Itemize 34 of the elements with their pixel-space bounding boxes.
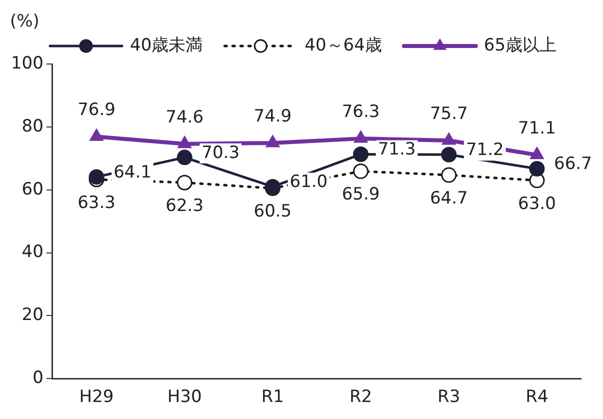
data-label: 71.1 bbox=[518, 118, 556, 138]
x-tick-label: R1 bbox=[261, 387, 284, 408]
data-label: 63.0 bbox=[518, 194, 556, 214]
data-label: 64.1 bbox=[114, 162, 152, 182]
y-tick-label: 0 bbox=[32, 368, 44, 388]
data-label: 76.9 bbox=[78, 100, 116, 120]
x-tick-label: R4 bbox=[526, 387, 548, 408]
x-tick-label: H30 bbox=[167, 387, 202, 408]
data-label: 61.0 bbox=[290, 172, 328, 192]
y-tick-label: 80 bbox=[22, 116, 44, 136]
x-tick-label: R3 bbox=[438, 387, 460, 408]
data-label: 71.3 bbox=[378, 140, 416, 160]
data-label: 74.9 bbox=[254, 106, 292, 126]
data-label: 76.3 bbox=[342, 102, 380, 122]
data-label: 65.9 bbox=[342, 184, 380, 205]
y-tick-label: 20 bbox=[22, 305, 44, 326]
data-label: 75.7 bbox=[430, 104, 468, 124]
data-label: 74.6 bbox=[166, 107, 204, 128]
data-label: 70.3 bbox=[202, 142, 240, 163]
legend-label: 40歳未満 bbox=[130, 35, 203, 56]
y-tick-label: 40 bbox=[22, 242, 44, 262]
data-label: 64.7 bbox=[430, 188, 468, 208]
legend-label: 65歳以上 bbox=[484, 35, 557, 56]
legend-label: 40～64歳 bbox=[304, 35, 382, 56]
data-label: 62.3 bbox=[166, 196, 204, 216]
y-axis-title: (%) bbox=[10, 11, 40, 32]
x-tick-label: H29 bbox=[79, 387, 114, 408]
y-tick-label: 60 bbox=[22, 179, 44, 200]
x-tick-label: R2 bbox=[349, 387, 372, 408]
data-label: 71.2 bbox=[466, 140, 504, 160]
data-label: 60.5 bbox=[254, 202, 292, 222]
y-tick-label: 100 bbox=[10, 53, 44, 74]
data-label: 66.7 bbox=[554, 154, 592, 174]
data-label: 63.3 bbox=[78, 192, 116, 213]
